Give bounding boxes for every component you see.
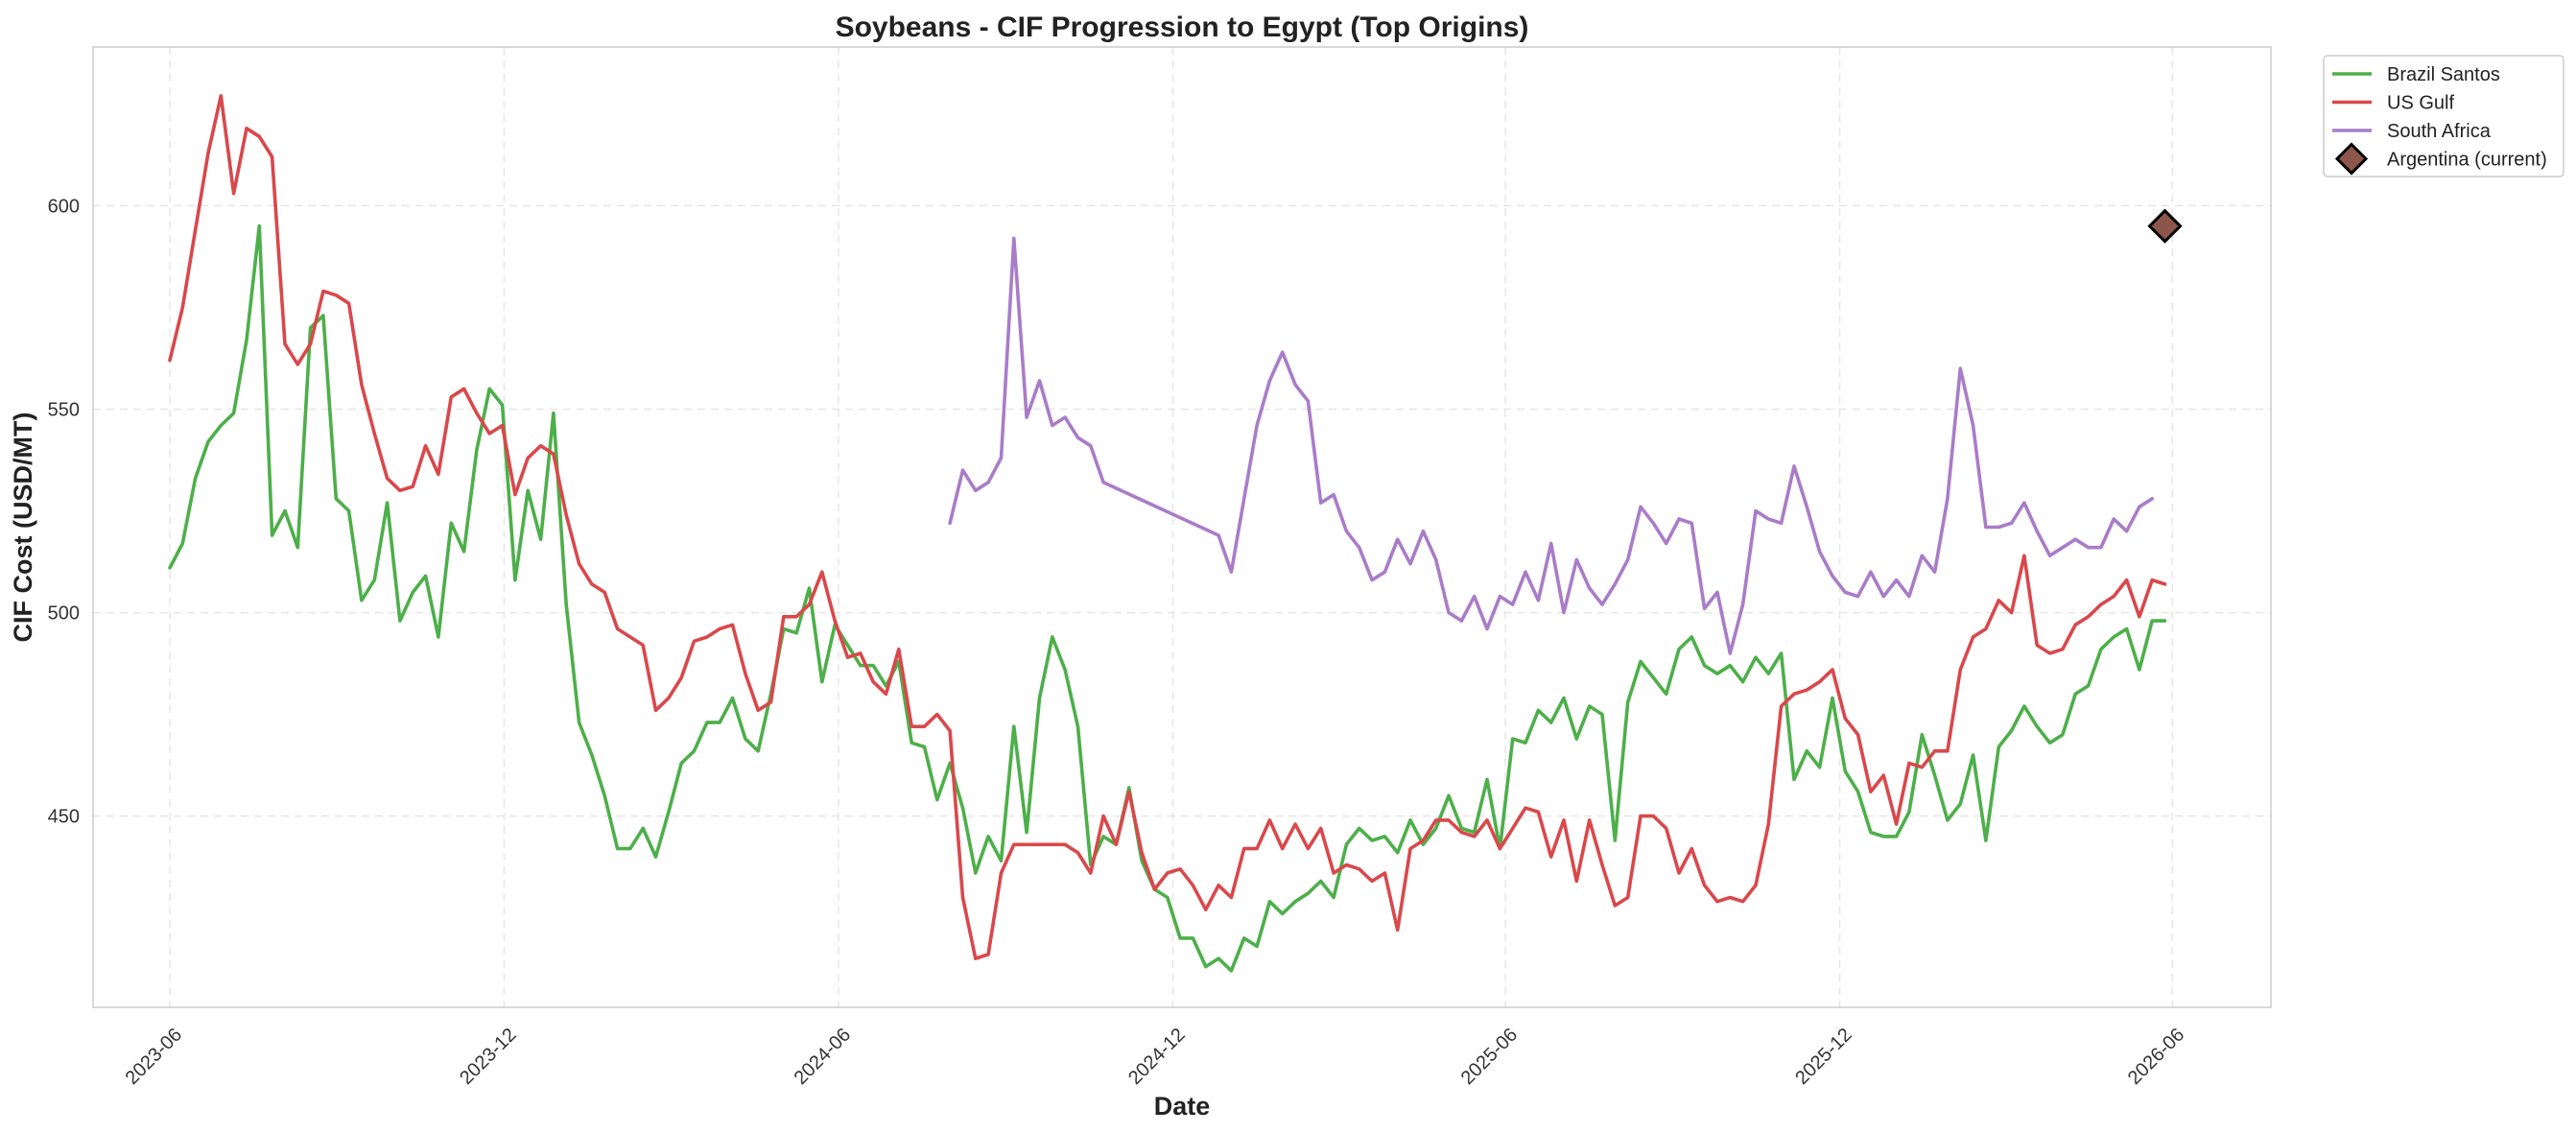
legend-label: South Africa [2387, 121, 2492, 142]
x-tick-label: 2024-12 [1124, 1025, 1189, 1089]
y-tick-label: 450 [48, 807, 80, 828]
x-tick-label: 2023-06 [122, 1025, 186, 1089]
south-africa-line [948, 236, 2154, 655]
x-tick-label: 2026-06 [2124, 1025, 2188, 1089]
legend: Brazil Santos US Gulf South Africa Argentin… [2323, 55, 2564, 177]
x-tick-label: 2025-06 [1457, 1025, 1522, 1089]
legend-box [2323, 55, 2564, 177]
argentina-current-marker [2147, 208, 2183, 244]
x-axis-label: Date [1154, 1092, 1211, 1121]
us-gulf-line [168, 94, 2167, 960]
legend-diamond-icon [2334, 142, 2369, 176]
legend-label: US Gulf [2387, 93, 2454, 114]
legend-label: Argentina (current) [2387, 150, 2547, 171]
brazil-santos-line [168, 224, 2167, 973]
x-tick-label: 2024-06 [791, 1025, 855, 1089]
y-tick-label: 550 [48, 399, 80, 420]
y-tick-label: 600 [48, 196, 80, 217]
x-tick-label: 2025-12 [1791, 1025, 1855, 1089]
legend-item-south-africa: South Africa [2332, 121, 2492, 142]
axis-ticks: 2023-06 2023-12 2024-06 2024-12 2025-06 2025-… [48, 196, 2189, 1089]
legend-item-brazil-santos: Brazil Santos [2332, 64, 2500, 85]
chart-title: Soybeans - CIF Progression to Egypt (Top… [836, 12, 1529, 43]
y-axis-label: CIF Cost (USD/MT) [9, 413, 37, 643]
x-tick-label: 2023-12 [456, 1025, 520, 1089]
legend-label: Brazil Santos [2387, 64, 2500, 85]
series-group [168, 94, 2183, 973]
legend-item-us-gulf: US Gulf [2332, 93, 2454, 114]
plot-area [92, 46, 2272, 1008]
y-tick-label: 500 [48, 603, 80, 625]
legend-item-argentina-current: Argentina (current) [2334, 142, 2547, 176]
